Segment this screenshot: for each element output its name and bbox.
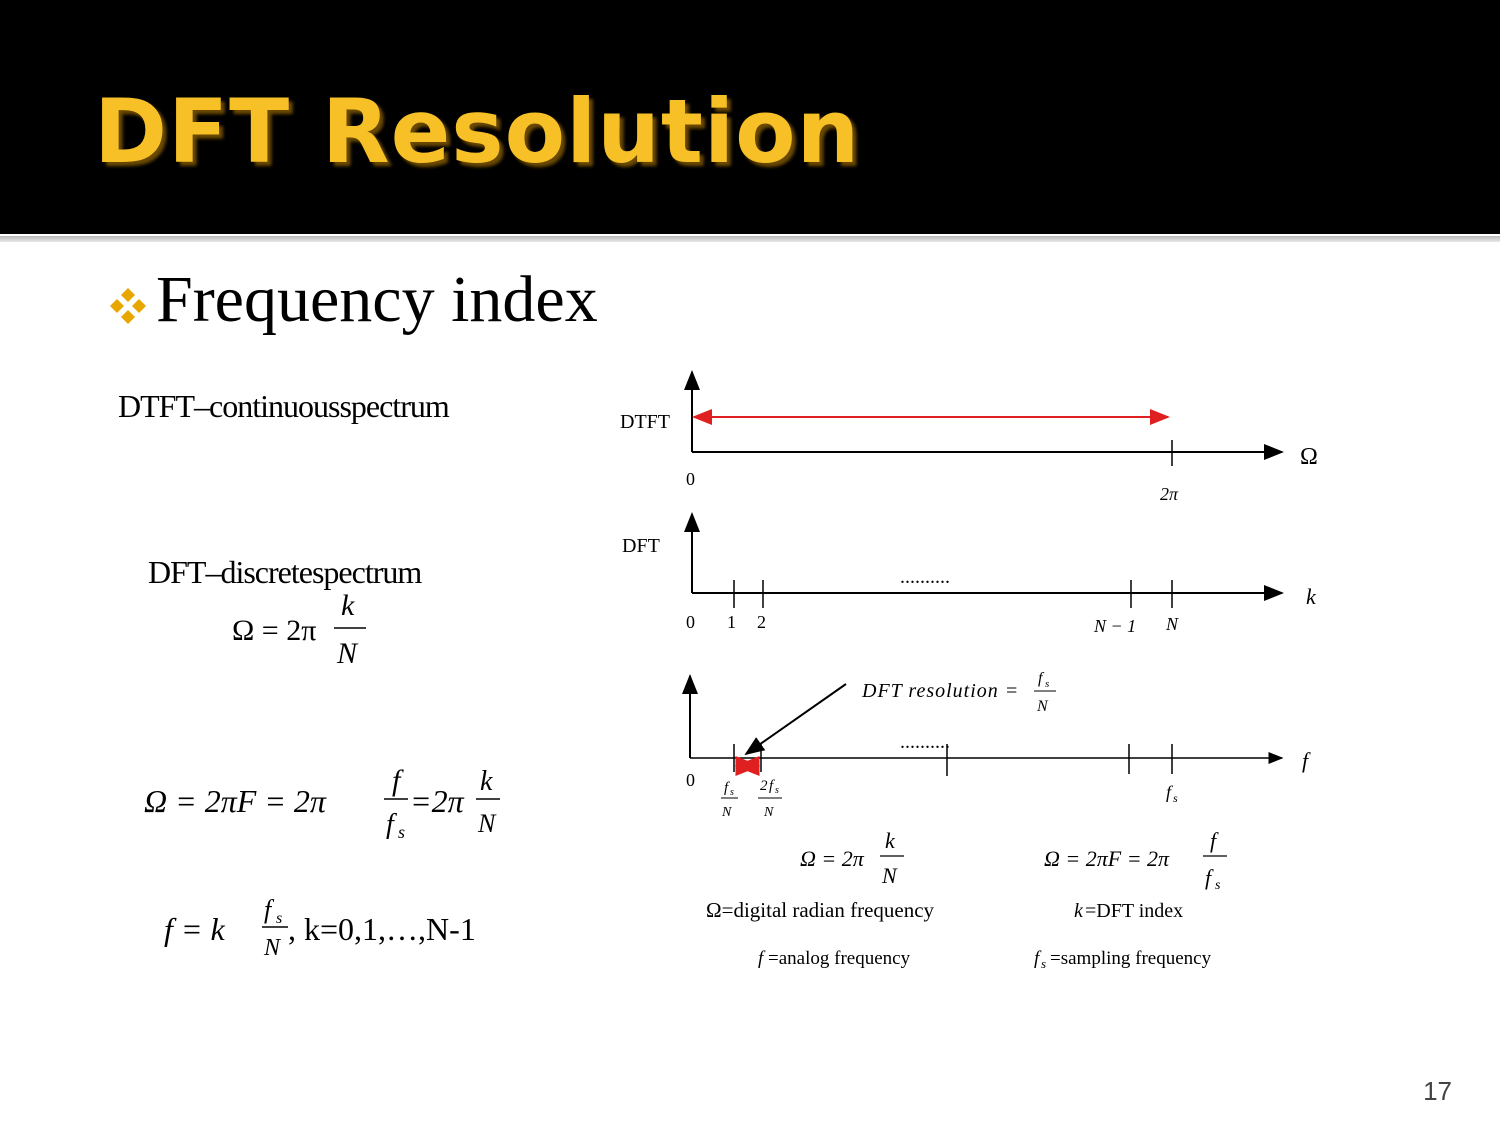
formula-omega-k: Ω = 2π <box>800 846 865 871</box>
def-k-symbol: k <box>1074 900 1084 922</box>
freq-tick2-fs: f <box>769 778 775 794</box>
def-k: =DFT index <box>1085 900 1183 922</box>
freq-tick2-two: 2 <box>760 778 768 794</box>
resolution-fs: f <box>1038 670 1045 687</box>
big-eq-fs: f <box>386 809 397 840</box>
freq-tick1-fs: f <box>724 780 730 796</box>
resolution-N: N <box>1036 698 1049 715</box>
freq-tick-fs: f <box>1166 782 1174 802</box>
frequency-plot: .......... DFT resolution = f s N 0 f s … <box>682 670 1311 820</box>
def-f-symbol: f <box>758 948 766 969</box>
dft-tick-label: 0 <box>686 612 695 632</box>
dft-tick-label: 1 <box>727 612 736 632</box>
dtft-two-pi: 2π <box>1160 484 1179 504</box>
freq-f-axis: f <box>1302 748 1311 773</box>
def-fs-sub: s <box>1041 956 1046 971</box>
diamond-bullet-icon <box>110 288 146 324</box>
freq-tick2-fs-sub: s <box>775 785 779 796</box>
dft-label: DFT <box>622 535 660 557</box>
f-eq-fs: f <box>264 895 275 924</box>
omega-k: k <box>341 589 355 622</box>
dft-tick-label: N − 1 <box>1093 616 1136 636</box>
resolution-label: DFT resolution = <box>861 680 1019 702</box>
f-equation: f = k <box>164 911 225 947</box>
formula-k: k <box>885 828 896 853</box>
dft-k-axis: k <box>1306 584 1317 609</box>
formula-N: N <box>881 863 898 888</box>
dft-dots: .......... <box>900 566 950 588</box>
formula-fs-sub: s <box>1215 878 1221 893</box>
dtft-omega-axis: Ω <box>1300 444 1318 470</box>
dft-description: DFT–discretespectrum <box>148 554 422 590</box>
title-bar <box>0 0 1500 234</box>
dft-tick-label: N <box>1165 614 1179 634</box>
def-fs: =sampling frequency <box>1050 948 1212 969</box>
dft-plot: DFT .......... 0 1 2 N − 1 N k <box>622 512 1317 636</box>
big-eq-N: N <box>477 809 497 838</box>
resolution-fs-sub: s <box>1045 678 1049 690</box>
dtft-plot: DTFT 0 2π Ω <box>620 370 1318 504</box>
freq-tick2-N: N <box>763 805 774 820</box>
freq-tick1-fs-sub: s <box>730 787 734 798</box>
formula-omega-f: Ω = 2πF = 2π <box>1044 846 1170 871</box>
big-eq-fs-sub: s <box>398 822 405 842</box>
resolution-pointer-arrow <box>744 683 847 756</box>
def-fs-symbol: f <box>1034 948 1042 969</box>
slide-title: DFT Resolution <box>94 80 861 183</box>
omega-N: N <box>336 637 359 670</box>
dtft-zero: 0 <box>686 469 695 489</box>
dtft-description: DTFT–continuousspectrum <box>118 388 450 424</box>
title-divider <box>0 236 1500 242</box>
big-eq-k: k <box>480 766 493 797</box>
omega-equation: Ω = 2π <box>232 614 316 647</box>
freq-zero: 0 <box>686 770 695 790</box>
page-number: 17 <box>1423 1076 1452 1106</box>
f-eq-fs-sub: s <box>276 910 282 927</box>
k-range: , k=0,1,…,N-1 <box>288 911 476 947</box>
f-eq-N: N <box>263 935 282 961</box>
def-f: =analog frequency <box>768 948 911 969</box>
dtft-label: DTFT <box>620 411 670 433</box>
formula-fs: f <box>1205 865 1214 890</box>
diagram-formulas: Ω = 2π k N Ω = 2πF = 2π f f s Ω=digital … <box>706 828 1227 971</box>
dft-tick-label: 2 <box>757 612 766 632</box>
big-equation-part1: Ω = 2πF = 2π <box>144 783 327 819</box>
bullet-text: Frequency index <box>156 263 598 336</box>
formula-f: f <box>1210 828 1219 853</box>
freq-tick-fs-sub: s <box>1173 791 1178 805</box>
freq-tick1-N: N <box>721 805 732 820</box>
big-equation-part2: =2π <box>410 783 465 819</box>
def-omega: Ω=digital radian frequency <box>706 898 935 922</box>
freq-dots: .......... <box>900 731 950 753</box>
